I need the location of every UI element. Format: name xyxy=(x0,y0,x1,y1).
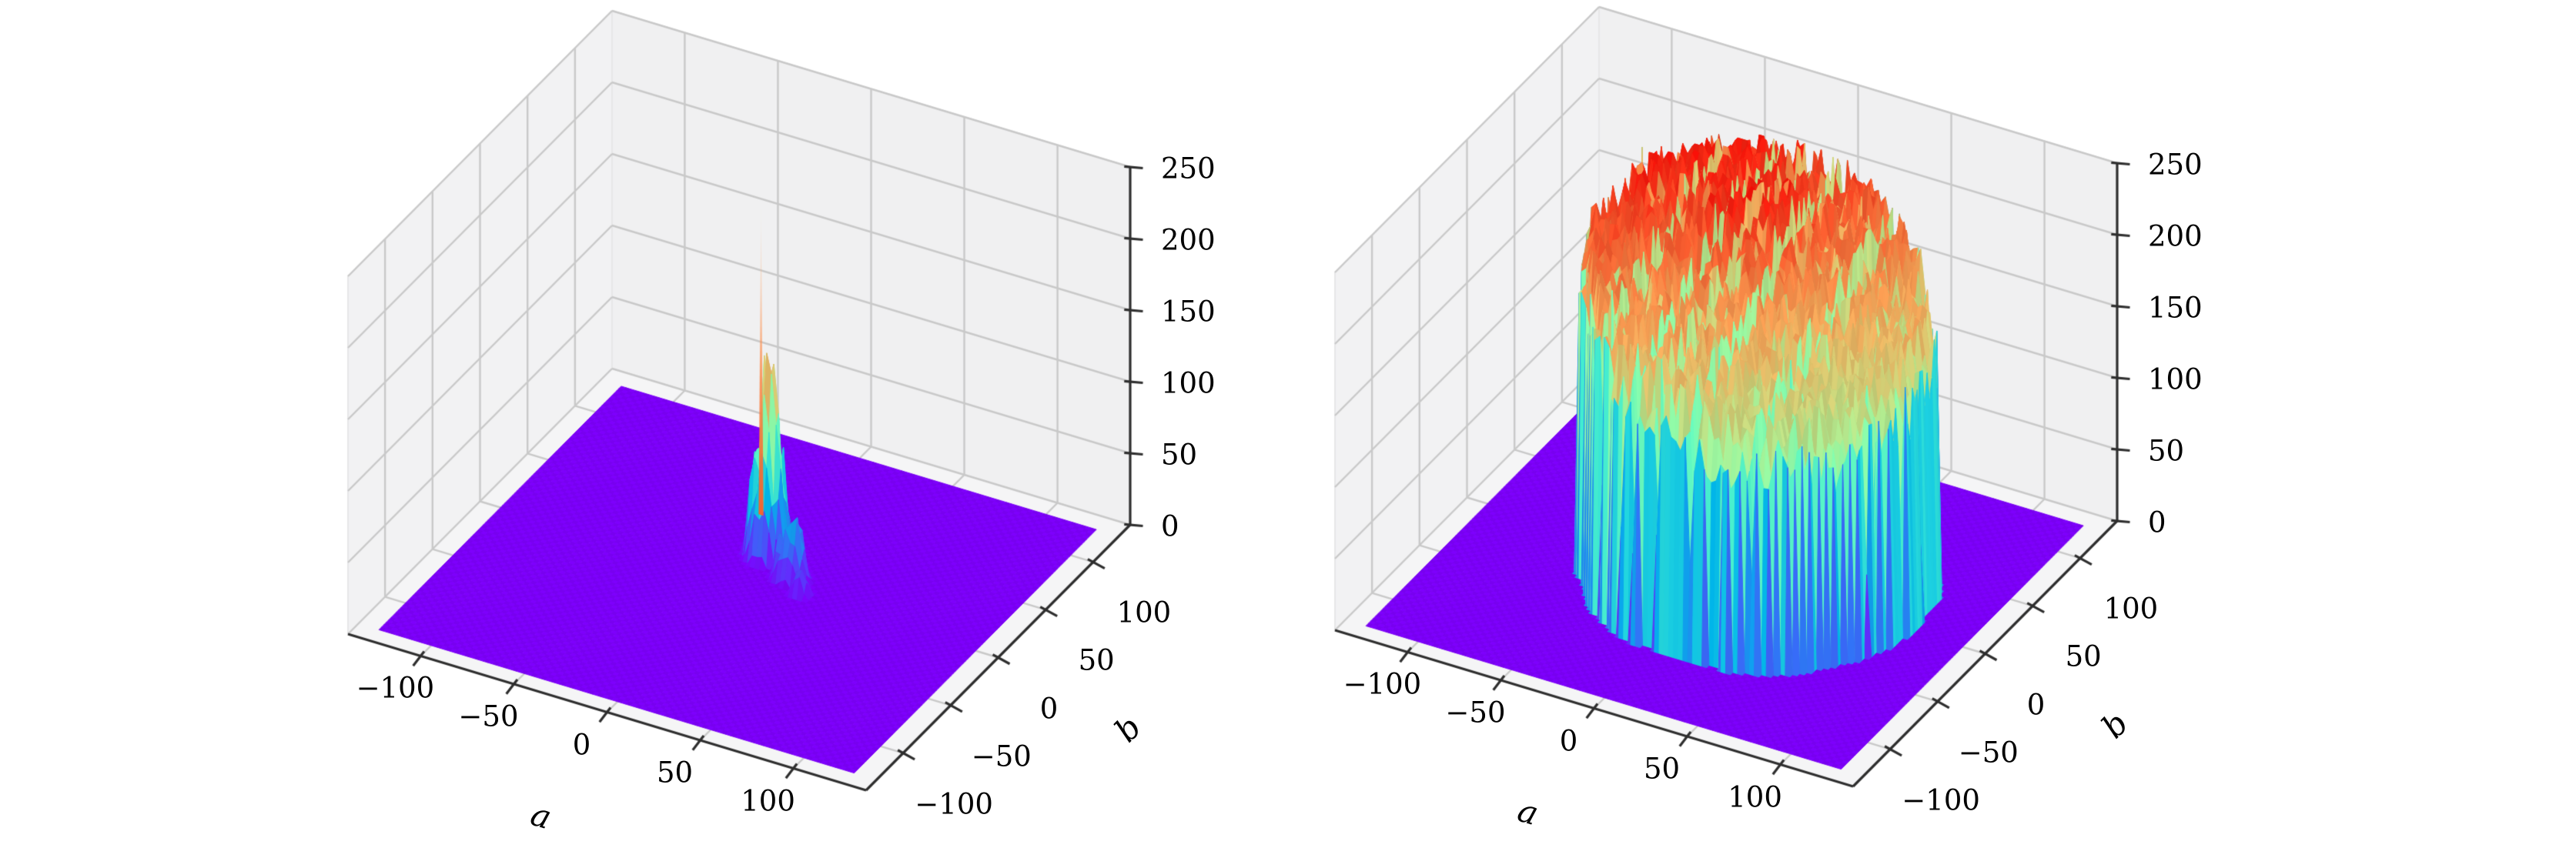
figure: −100 −50 0 50 100 −100 −50 0 50 100 0 50 100 150 200 25… xyxy=(0,0,2576,848)
surface-plots-canvas xyxy=(0,0,2576,848)
